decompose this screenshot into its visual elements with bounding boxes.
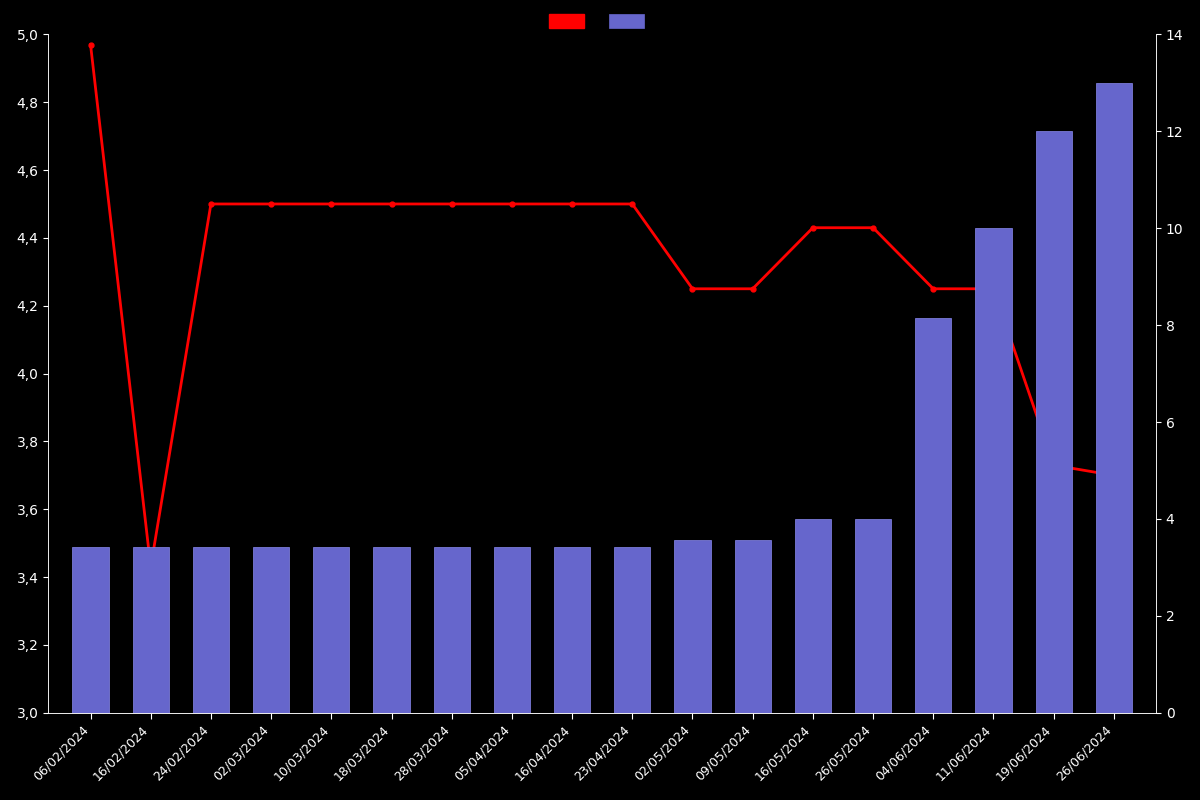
Bar — [373, 546, 409, 713]
Bar — [856, 519, 892, 713]
Bar — [614, 546, 650, 713]
Bar — [193, 546, 229, 713]
Bar — [734, 540, 770, 713]
Bar — [554, 546, 590, 713]
Bar — [794, 519, 830, 713]
Bar — [72, 546, 108, 713]
Bar — [253, 546, 289, 713]
Bar — [494, 546, 530, 713]
Bar — [674, 540, 710, 713]
Bar — [916, 318, 952, 713]
Bar — [313, 546, 349, 713]
Bar — [1036, 131, 1072, 713]
Bar — [1096, 83, 1132, 713]
Bar — [433, 546, 469, 713]
Bar — [976, 228, 1012, 713]
Legend: , : , — [550, 14, 655, 29]
Bar — [133, 546, 169, 713]
